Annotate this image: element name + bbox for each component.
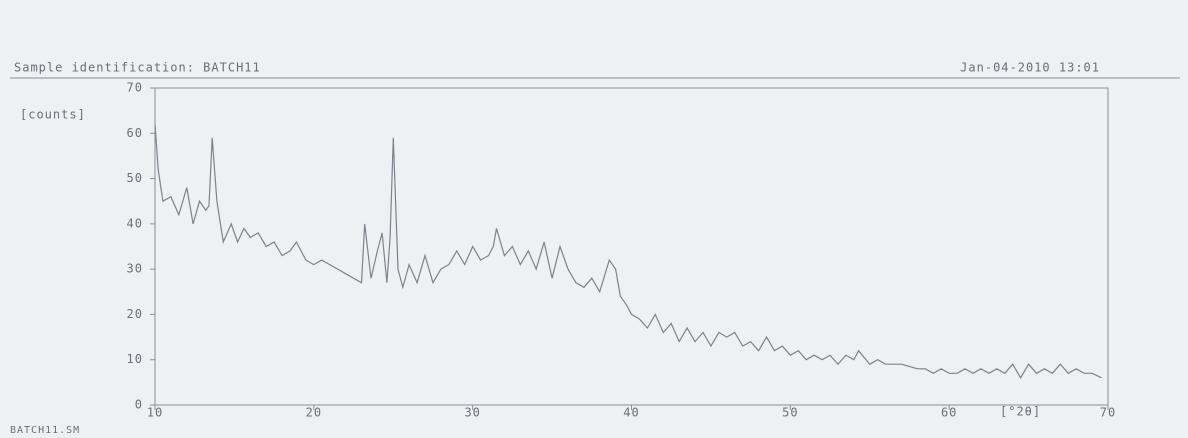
x-tick-label: 60 [941,406,957,420]
y-tick-label: 0 [135,398,143,412]
y-tick-label: 50 [127,171,143,185]
file-name: BATCH11.SM [10,425,80,436]
x-tick-label: 70 [1100,406,1116,420]
plot-frame [154,87,1109,406]
y-tick-label: 60 [127,126,143,140]
y-tick-label: 30 [127,262,143,276]
x-tick-label: 40 [623,406,639,420]
y-tick-label: 10 [127,352,143,366]
x-tick-label: 30 [464,406,480,420]
y-tick-label: 20 [127,307,143,321]
x-tick-label: 50 [782,406,798,420]
x-axis-label: [°2θ] [1000,405,1041,419]
x-tick-label: 20 [306,406,322,420]
y-tick-label: 40 [127,216,143,230]
x-tick-label: 10 [147,406,163,420]
y-tick-label: 70 [127,81,143,95]
data-line [154,124,1102,379]
y-axis-label: [counts] [20,108,86,122]
timestamp: Jan-04-2010 13:01 [960,61,1100,75]
chart-title: Sample identification: BATCH11 [14,61,261,75]
